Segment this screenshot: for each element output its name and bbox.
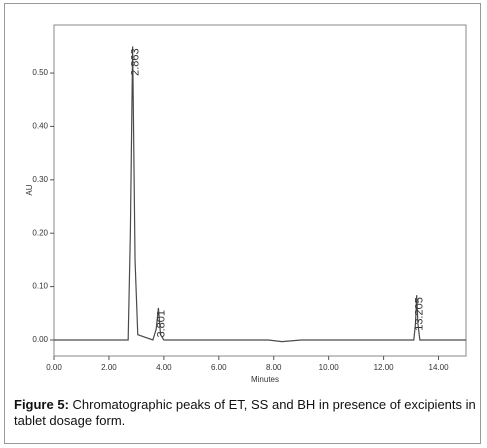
y-axis-label: AU [25, 184, 34, 195]
peak-label: 3.801 [155, 310, 167, 338]
y-tick-label: 0.40 [32, 122, 48, 131]
y-tick-label: 0.50 [32, 68, 48, 77]
x-tick-label: 0.00 [46, 363, 62, 372]
peak-label: 2.863 [130, 48, 142, 76]
x-tick-label: 14.00 [429, 363, 450, 372]
figure-frame [4, 3, 481, 444]
caption-label: Figure 5: [14, 397, 69, 412]
x-tick-label: 12.00 [374, 363, 395, 372]
x-tick-label: 8.00 [266, 363, 282, 372]
x-axis-label: Minutes [251, 375, 279, 384]
peak-label: 13.205 [414, 297, 426, 331]
x-tick-label: 2.00 [101, 363, 117, 372]
chromatogram-line [54, 46, 466, 343]
x-tick-label: 4.00 [156, 363, 172, 372]
plot-area [53, 24, 467, 357]
y-tick-label: 0.10 [32, 282, 48, 291]
y-tick-label: 0.00 [32, 335, 48, 344]
x-tick-label: 10.00 [319, 363, 340, 372]
y-tick-label: 0.30 [32, 175, 48, 184]
caption: Figure 5: Chromatographic peaks of ET, S… [14, 397, 476, 429]
y-tick-label: 0.20 [32, 228, 48, 237]
x-tick-label: 6.00 [211, 363, 227, 372]
caption-text: Chromatographic peaks of ET, SS and BH i… [14, 397, 476, 428]
